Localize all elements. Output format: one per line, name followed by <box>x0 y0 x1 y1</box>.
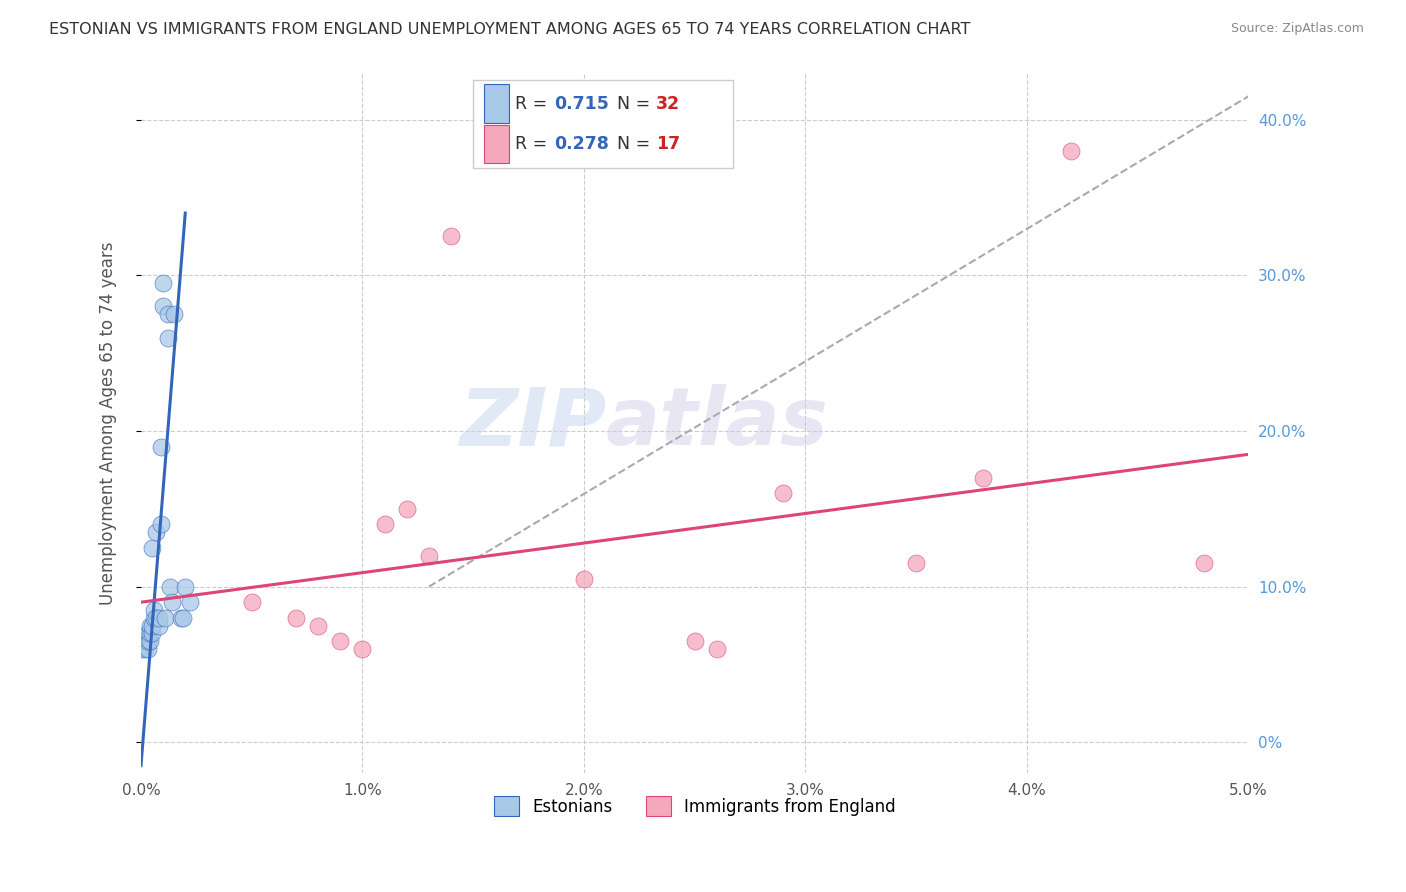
Point <box>148 618 170 632</box>
Point <box>156 330 179 344</box>
Point <box>179 595 201 609</box>
Text: R =: R = <box>515 135 553 153</box>
Point <box>152 276 174 290</box>
Point <box>145 611 167 625</box>
Point <box>139 618 162 632</box>
Text: 32: 32 <box>657 95 681 112</box>
Point <box>136 634 159 648</box>
Text: atlas: atlas <box>606 384 830 462</box>
Point <box>329 634 352 648</box>
Point <box>152 300 174 314</box>
Point <box>155 611 177 625</box>
Point <box>136 641 159 656</box>
Point <box>160 595 183 609</box>
Text: R =: R = <box>515 95 553 112</box>
Point <box>572 572 595 586</box>
Point <box>149 440 172 454</box>
Point <box>706 641 728 656</box>
Point <box>156 307 179 321</box>
FancyBboxPatch shape <box>474 80 734 168</box>
Point <box>141 541 163 555</box>
Point <box>905 556 928 570</box>
Point <box>972 471 994 485</box>
Point <box>139 626 162 640</box>
Point <box>374 517 396 532</box>
Point <box>395 501 418 516</box>
Point <box>134 634 156 648</box>
Point <box>149 517 172 532</box>
Point <box>141 618 163 632</box>
Text: Source: ZipAtlas.com: Source: ZipAtlas.com <box>1230 22 1364 36</box>
Point <box>307 618 329 632</box>
Point <box>148 611 170 625</box>
Point <box>143 603 166 617</box>
Text: 0.715: 0.715 <box>554 95 609 112</box>
Text: 0.278: 0.278 <box>554 135 609 153</box>
Point <box>163 307 186 321</box>
Point <box>134 641 156 656</box>
Point <box>240 595 263 609</box>
Point <box>352 641 374 656</box>
Text: N =: N = <box>606 135 655 153</box>
Point <box>145 525 167 540</box>
Point <box>172 611 194 625</box>
Point <box>129 641 152 656</box>
FancyBboxPatch shape <box>484 85 509 123</box>
FancyBboxPatch shape <box>484 125 509 163</box>
Legend: Estonians, Immigrants from England: Estonians, Immigrants from England <box>485 788 904 824</box>
Text: ZIP: ZIP <box>458 384 606 462</box>
Point <box>141 626 163 640</box>
Y-axis label: Unemployment Among Ages 65 to 74 years: Unemployment Among Ages 65 to 74 years <box>100 242 117 605</box>
Point <box>136 626 159 640</box>
Text: 17: 17 <box>657 135 681 153</box>
Point <box>139 634 162 648</box>
Point <box>683 634 706 648</box>
Text: ESTONIAN VS IMMIGRANTS FROM ENGLAND UNEMPLOYMENT AMONG AGES 65 TO 74 YEARS CORRE: ESTONIAN VS IMMIGRANTS FROM ENGLAND UNEM… <box>49 22 970 37</box>
Point <box>174 580 197 594</box>
Point <box>1192 556 1215 570</box>
Point <box>418 549 440 563</box>
Point <box>1060 144 1083 158</box>
Text: N =: N = <box>606 95 655 112</box>
Point <box>159 580 181 594</box>
Point <box>170 611 193 625</box>
Point <box>440 229 463 244</box>
Point <box>143 611 166 625</box>
Point <box>772 486 794 500</box>
Point <box>285 611 308 625</box>
